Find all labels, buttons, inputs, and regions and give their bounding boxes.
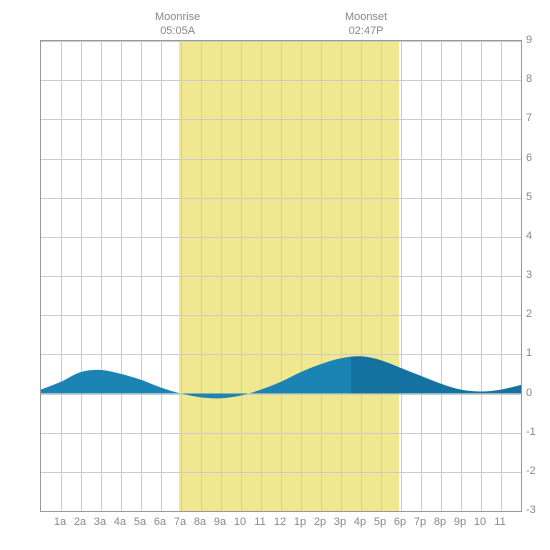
moonset-time: 02:47P [345, 24, 387, 38]
y-tick: 8 [526, 73, 532, 85]
x-tick: 3a [94, 516, 106, 528]
y-tick: 3 [526, 269, 532, 281]
x-tick: 10 [234, 516, 246, 528]
moonset-label: Moonset 02:47P [345, 10, 387, 39]
x-tick: 11 [254, 516, 265, 528]
x-tick: 2p [314, 516, 326, 528]
y-tick: -3 [526, 504, 536, 516]
y-tick: 1 [526, 347, 532, 359]
grid-h [41, 511, 521, 512]
y-tick: 0 [526, 387, 532, 399]
x-tick: 12 [274, 516, 286, 528]
x-tick: 5p [374, 516, 386, 528]
plot-area [40, 40, 522, 512]
moonset-title: Moonset [345, 10, 387, 24]
x-tick: 7p [414, 516, 426, 528]
y-tick: -2 [526, 465, 536, 477]
x-tick: 1a [54, 516, 66, 528]
y-tick: 5 [526, 191, 532, 203]
x-tick: 11 [494, 516, 505, 528]
x-tick: 4a [114, 516, 126, 528]
moonrise-time: 05:05A [155, 24, 200, 38]
x-tick: 6p [394, 516, 406, 528]
y-tick: 4 [526, 230, 532, 242]
x-tick: 9p [454, 516, 466, 528]
x-tick: 10 [474, 516, 486, 528]
x-tick: 8p [434, 516, 446, 528]
moonrise-title: Moonrise [155, 10, 200, 24]
x-tick: 5a [134, 516, 146, 528]
y-tick: 2 [526, 308, 532, 320]
x-tick: 7a [174, 516, 186, 528]
x-tick: 1p [294, 516, 306, 528]
x-tick: 4p [354, 516, 366, 528]
x-tick: 2a [74, 516, 86, 528]
y-tick: -1 [526, 426, 536, 438]
x-tick: 9a [214, 516, 226, 528]
moonrise-label: Moonrise 05:05A [155, 10, 200, 39]
tide-area [41, 41, 521, 511]
y-tick: 6 [526, 152, 532, 164]
y-tick: 9 [526, 34, 532, 46]
x-tick: 6a [154, 516, 166, 528]
tide-chart: Moonrise 05:05A Moonset 02:47P -3-2-1012… [10, 10, 540, 540]
y-tick: 7 [526, 112, 532, 124]
x-tick: 8a [194, 516, 206, 528]
x-tick: 3p [334, 516, 346, 528]
